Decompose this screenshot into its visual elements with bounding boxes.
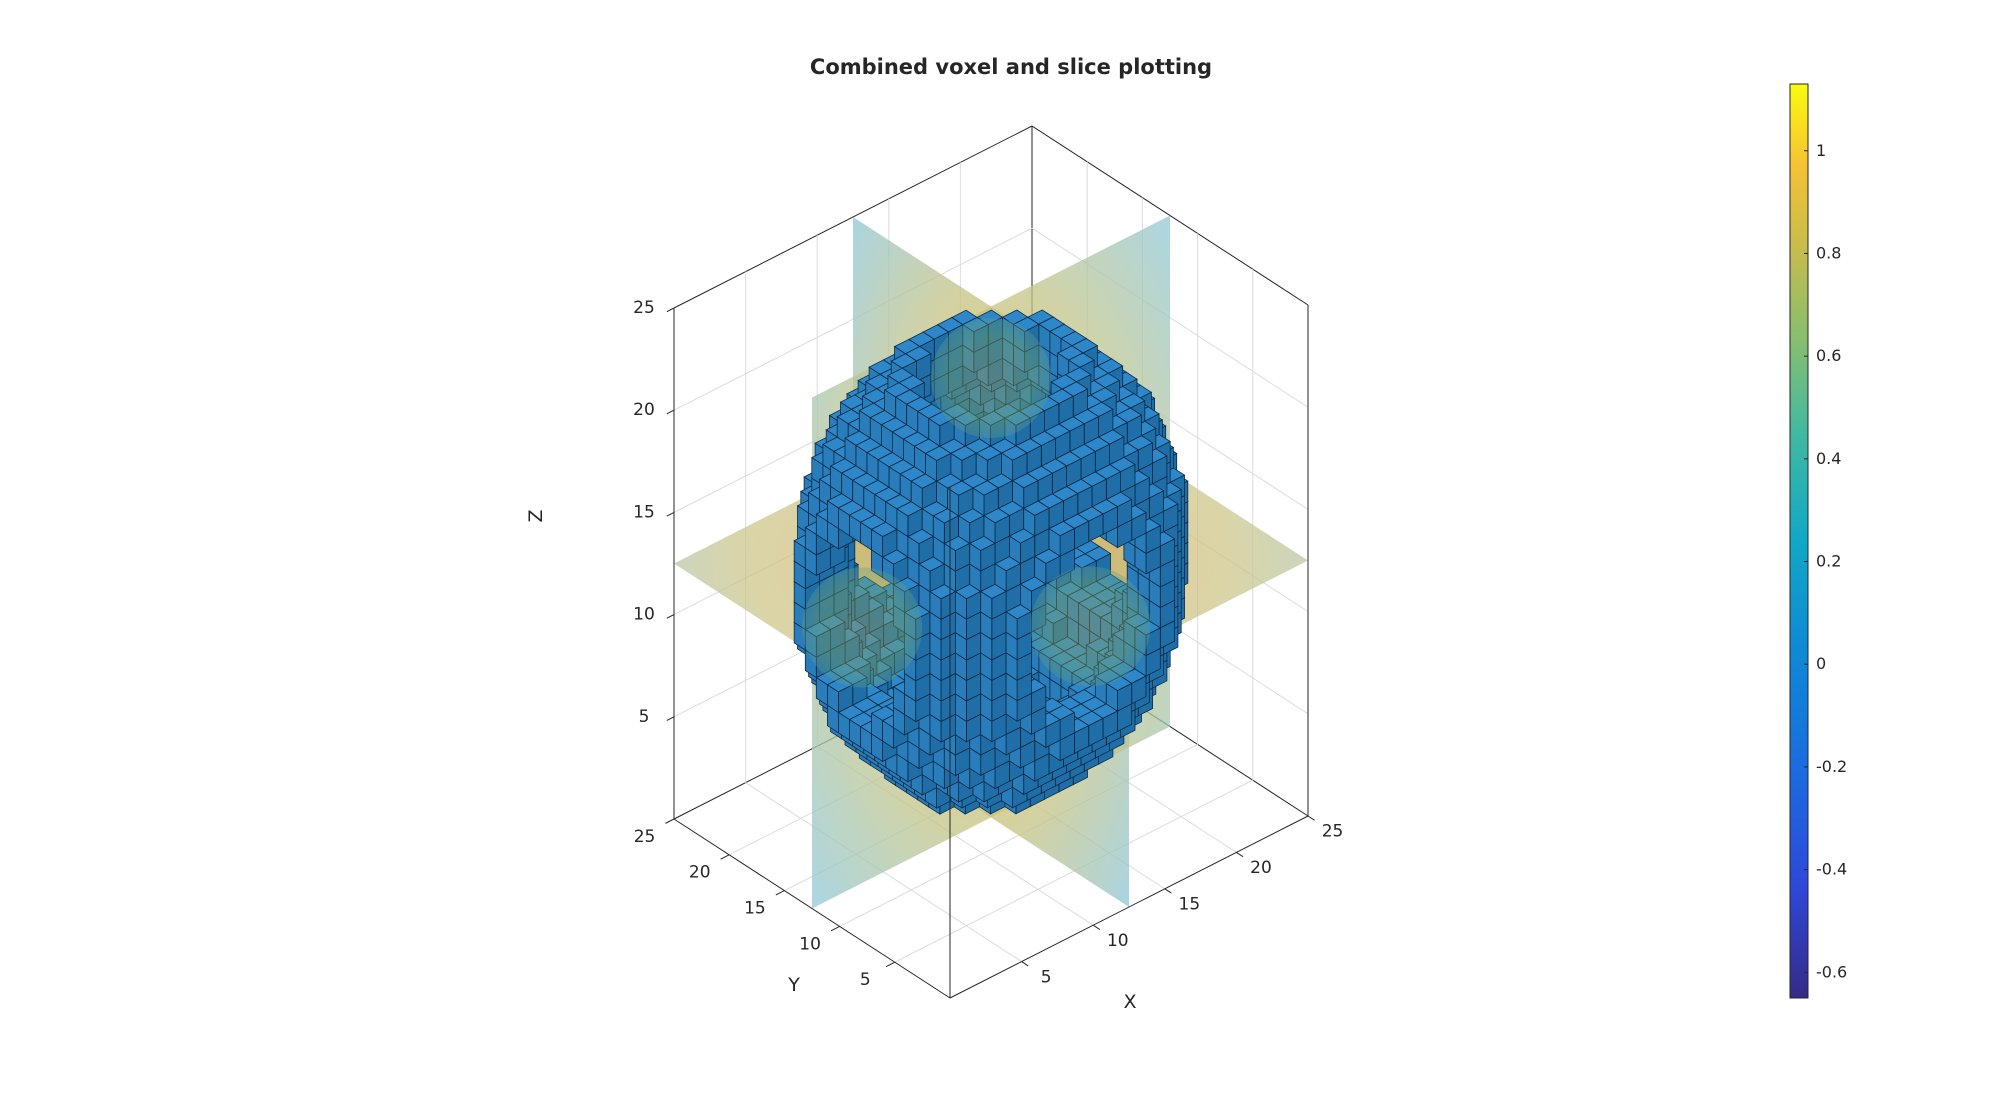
- voxel-face: [882, 719, 894, 749]
- voxel-volume: [793, 309, 1189, 815]
- chart-title: Combined voxel and slice plotting: [810, 55, 1212, 79]
- voxel-face: [804, 526, 817, 556]
- grid-line: [839, 743, 1198, 927]
- voxel-face: [827, 684, 839, 714]
